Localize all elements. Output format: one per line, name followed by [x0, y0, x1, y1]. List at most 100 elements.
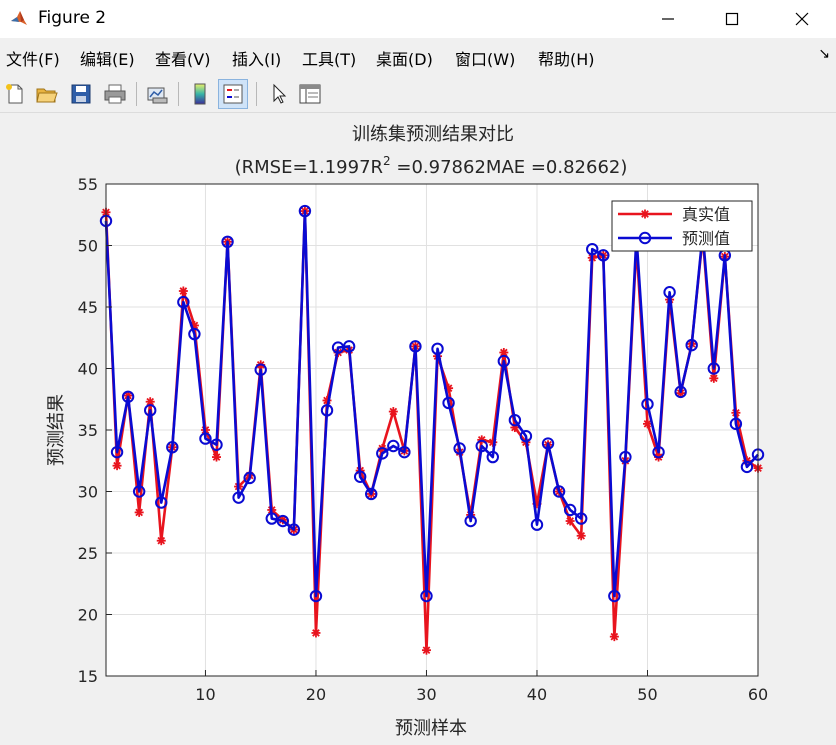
legend-label: 真实值 [682, 205, 730, 224]
y-tick-label: 55 [78, 175, 98, 194]
data-point [110, 445, 124, 459]
menu-desktop[interactable]: 桌面(D) [376, 50, 433, 69]
data-point [398, 445, 411, 459]
data-point [709, 373, 719, 383]
data-point [421, 645, 431, 655]
open-file-button[interactable] [32, 79, 62, 109]
data-point [144, 404, 157, 417]
print-button[interactable] [100, 79, 130, 109]
menu-tools[interactable]: 工具(T) [302, 50, 357, 69]
y-tick-label: 30 [78, 483, 98, 502]
data-point [519, 429, 533, 443]
legend-icon [223, 84, 243, 104]
data-point [619, 450, 632, 464]
data-point [707, 362, 720, 375]
open-file-icon [36, 88, 58, 103]
legend-label: 预测值 [682, 229, 730, 248]
data-point [475, 439, 488, 453]
data-point [530, 518, 544, 531]
data-point [442, 396, 455, 410]
x-tick-label: 40 [527, 685, 547, 704]
data-point [464, 514, 477, 528]
edit-plot-button[interactable] [263, 79, 293, 109]
data-point [499, 348, 509, 358]
data-point [376, 447, 389, 460]
toolbar-separator [178, 82, 179, 106]
x-tick-label: 50 [637, 685, 657, 704]
chart-subtitle-superscript: 2 [383, 154, 391, 168]
menu-window[interactable]: 窗口(W) [455, 50, 516, 69]
data-point [565, 516, 575, 526]
insert-legend-button[interactable] [218, 79, 248, 109]
x-tick-label: 30 [416, 685, 436, 704]
data-point [210, 438, 223, 451]
menu-view[interactable]: 查看(V) [155, 50, 211, 69]
x-tick-label: 60 [748, 685, 768, 704]
figure-canvas: 训练集预测结果对比 (RMSE=1.1997R2 =0.97862MAE =0.… [46, 124, 769, 739]
data-point [178, 286, 188, 296]
data-point [112, 461, 122, 471]
data-point [134, 507, 144, 517]
minimize-button[interactable] [636, 0, 700, 38]
menu-help[interactable]: 帮助(H) [538, 50, 595, 69]
x-tick-label: 20 [306, 685, 326, 704]
data-point [309, 589, 323, 603]
chart-subtitle: (RMSE=1.1997R2 =0.97862MAE =0.82662) [235, 154, 628, 178]
data-point [254, 363, 267, 376]
data-point [188, 327, 201, 341]
data-point [212, 452, 222, 462]
y-tick-label: 35 [78, 421, 98, 440]
data-point [121, 390, 135, 403]
data-point [608, 589, 621, 603]
data-point [365, 487, 378, 501]
series-line [104, 209, 759, 652]
toolbar-separator [256, 82, 257, 106]
axis-ticks: 10 20 30 40 50 60 15 20 25 30 35 40 45 50 55 [78, 175, 769, 704]
data-point [132, 485, 146, 498]
maximize-button[interactable] [700, 0, 764, 38]
data-point [298, 204, 312, 218]
save-button[interactable] [66, 79, 96, 109]
data-point [232, 491, 245, 504]
y-axis-label: 预测结果 [46, 394, 67, 466]
y-tick-label: 20 [78, 606, 98, 625]
data-point [388, 407, 398, 417]
legend-swatch-marker [638, 231, 652, 245]
toolbar-separator [136, 82, 137, 106]
data-point [387, 439, 400, 453]
data-point [674, 385, 687, 399]
data-point [586, 242, 599, 256]
property-editor-button[interactable] [295, 79, 325, 109]
data-point [342, 340, 356, 353]
data-point [431, 342, 444, 356]
x-axis-label: 预测样本 [395, 718, 467, 739]
save-icon [71, 84, 91, 104]
menu-file[interactable]: 文件(F) [6, 50, 60, 69]
insert-colorbar-button[interactable] [185, 79, 215, 109]
x-tick-label: 10 [195, 685, 215, 704]
matlab-logo-icon [9, 8, 29, 28]
data-point [541, 437, 555, 450]
window-title-bar: Figure 2 [0, 0, 836, 38]
legend-swatch-marker [640, 209, 650, 219]
data-point [311, 628, 321, 638]
menu-overflow-arrow-icon[interactable]: ↘ [818, 46, 830, 62]
data-point [486, 450, 499, 464]
menu-insert[interactable]: 插入(I) [232, 50, 282, 69]
data-point [199, 432, 212, 445]
data-point [155, 496, 168, 509]
data-point [243, 471, 256, 485]
new-figure-button[interactable] [0, 79, 30, 109]
data-point [609, 632, 619, 642]
maximize-icon [725, 12, 739, 26]
colorbar-icon [194, 83, 206, 105]
y-tick-label: 50 [78, 237, 98, 256]
data-point [497, 354, 511, 368]
close-button[interactable] [770, 0, 834, 38]
menu-edit[interactable]: 编辑(E) [80, 50, 135, 69]
link-plot-button[interactable] [142, 79, 172, 109]
data-point [740, 460, 754, 474]
pointer-icon [273, 83, 287, 104]
data-point [576, 531, 586, 541]
